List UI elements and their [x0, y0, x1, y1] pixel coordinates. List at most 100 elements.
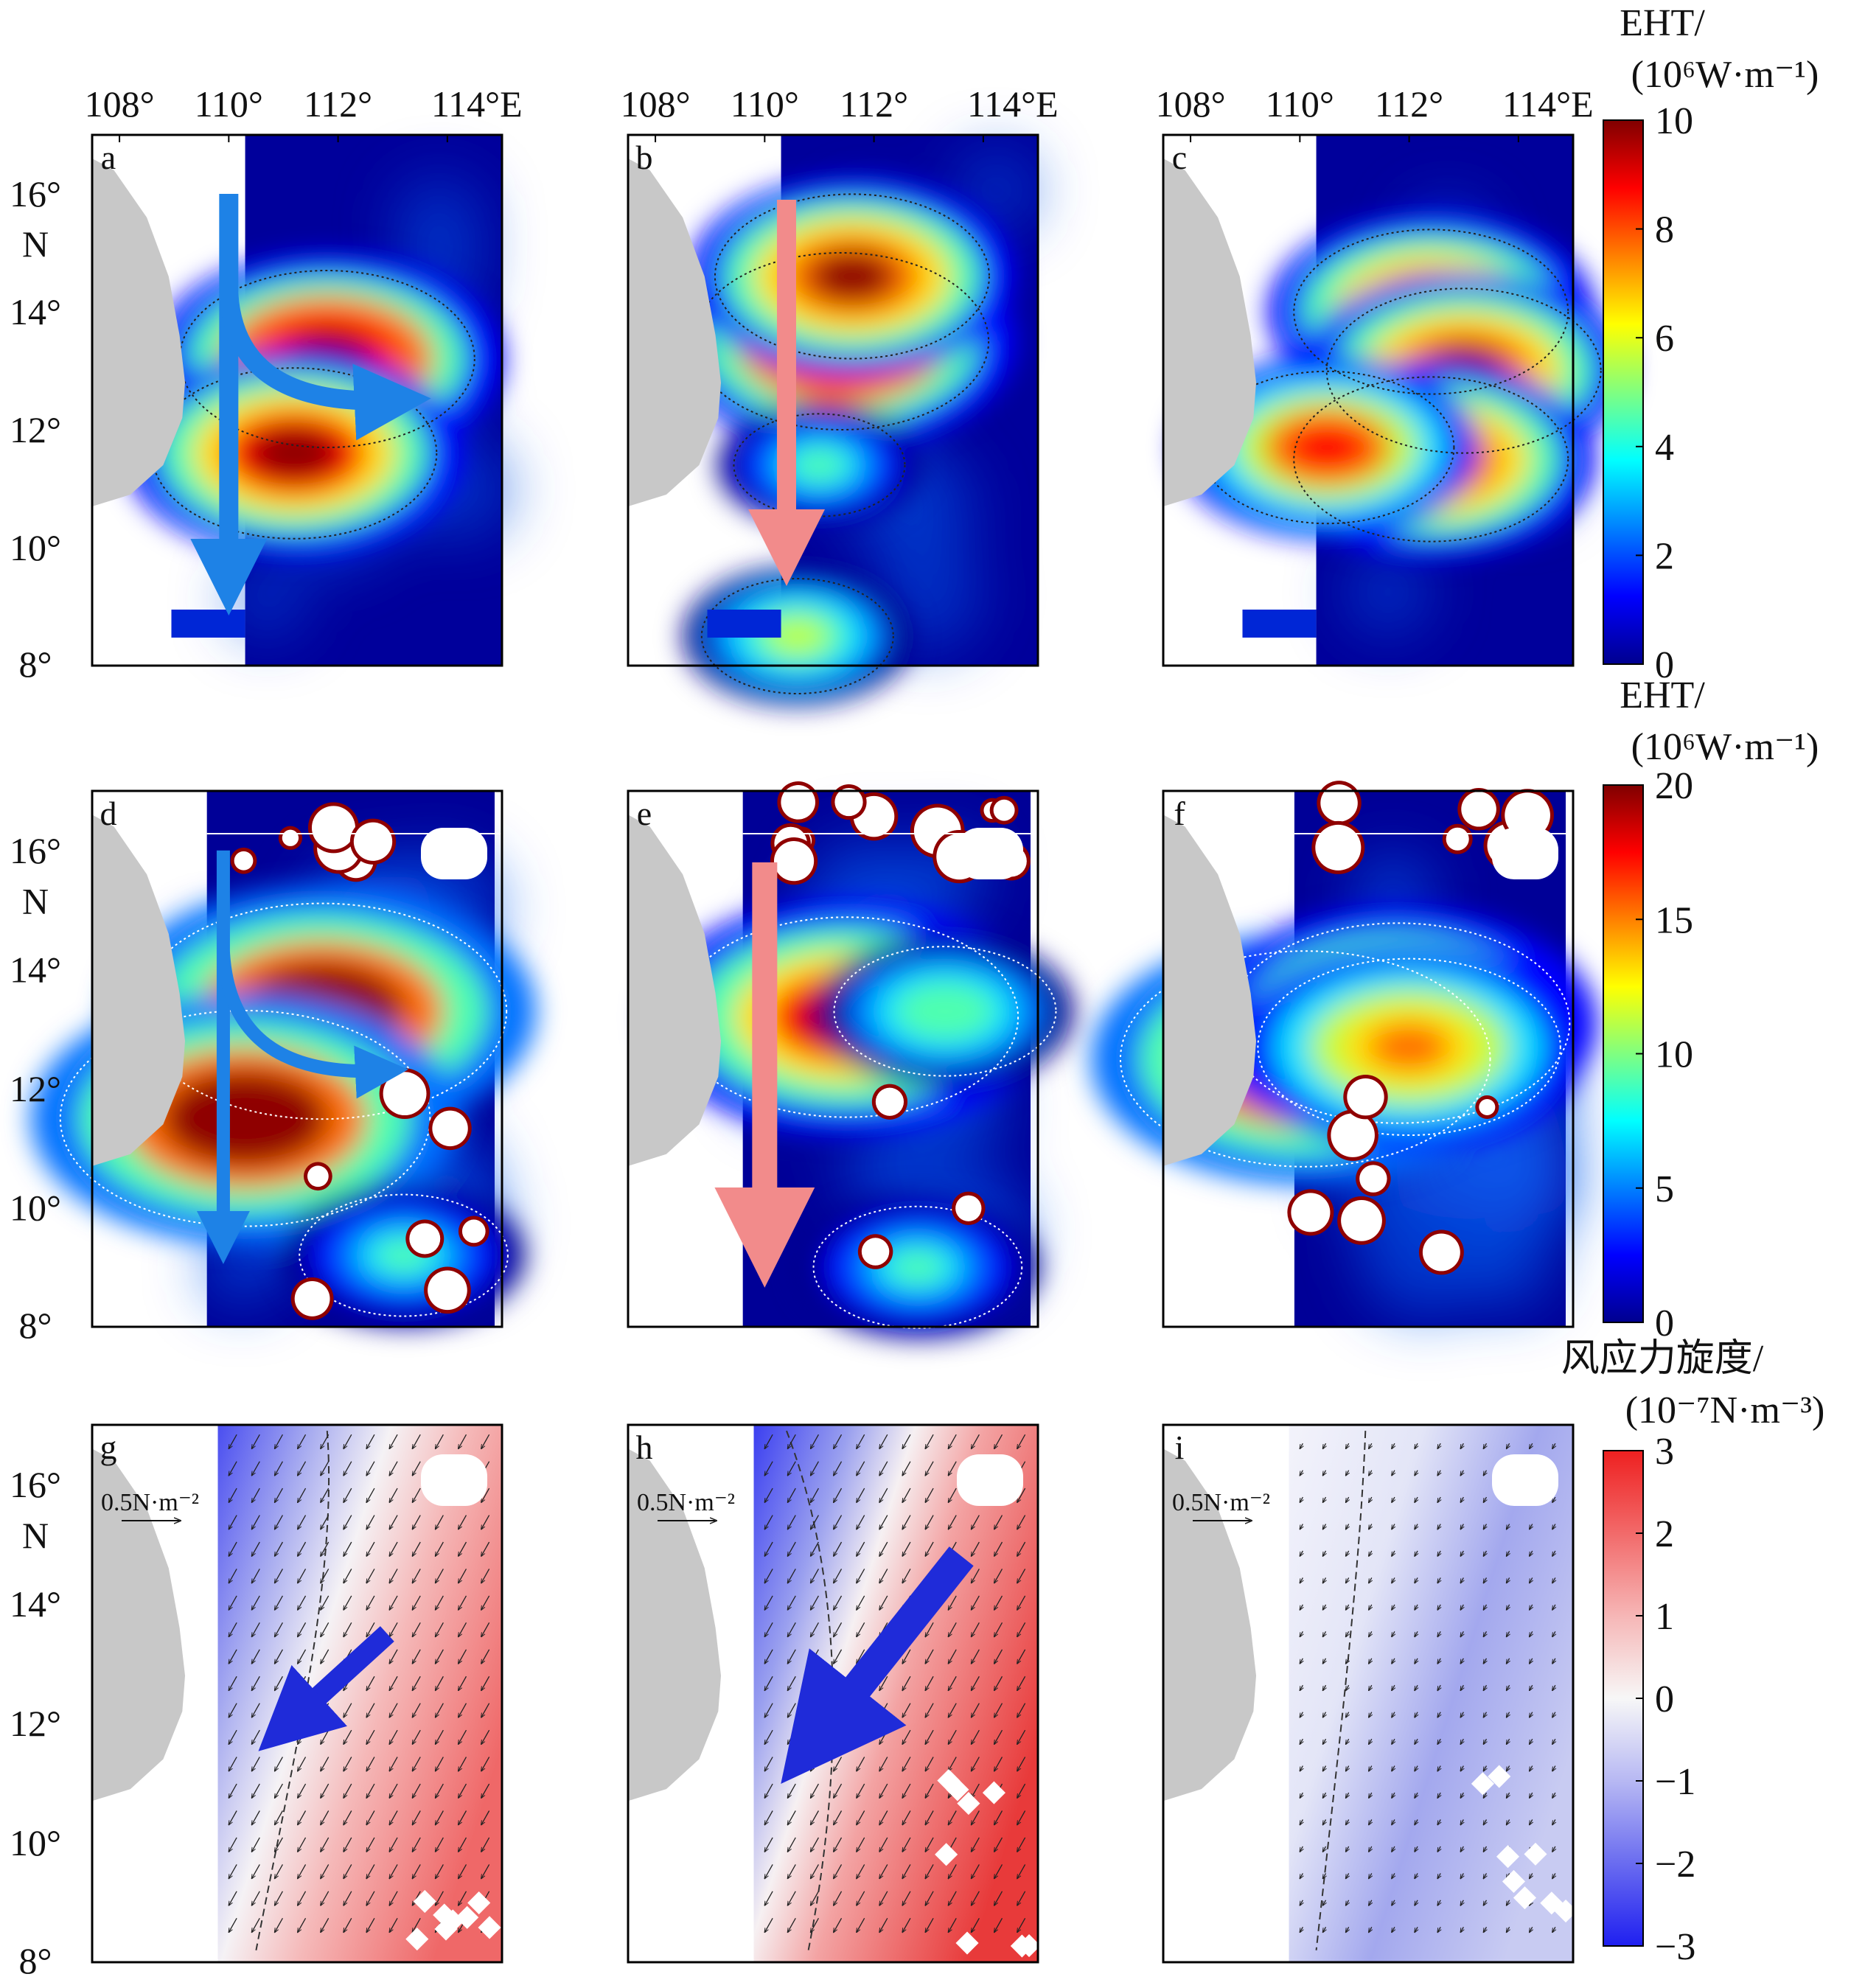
masked-island: [1315, 824, 1362, 871]
wind-vectors: [1300, 1443, 1555, 1932]
panel-c: [1163, 135, 1627, 666]
panel-frame: [1162, 133, 1575, 667]
y-tick-label: 8°: [19, 644, 52, 685]
contour-3: [1293, 376, 1569, 543]
y-tick-label: 14°: [10, 291, 61, 332]
x-tick-label: 112°: [1375, 83, 1443, 125]
panel-label-c: c: [1172, 139, 1187, 176]
panel-frame: [1162, 789, 1575, 1328]
contour-5: [299, 1193, 509, 1317]
vietnam-coastline: [92, 815, 186, 1166]
vietnam-coastline: [92, 1448, 186, 1802]
x-tick-label: 110°: [731, 83, 799, 125]
colorbar-eht2: 20 15 10 5 0 EHT/ (10⁶W·m⁻¹): [1603, 674, 1819, 1344]
colorbar-tick-label: 20: [1655, 765, 1693, 807]
contour-3: [1199, 370, 1455, 525]
curl-field: [1289, 1425, 1573, 1962]
panel-label-f: f: [1174, 795, 1185, 832]
masked-island: [311, 806, 355, 850]
masked-island: [1359, 1165, 1387, 1193]
panel-h: 0.5N·m⁻²: [628, 1425, 1041, 1962]
colorbar-curl: 3 2 1 0 −1 −2 −3 风应力旋度/ (10⁻⁷N·m⁻³): [1561, 1338, 1825, 1968]
panel-label-i: i: [1175, 1429, 1185, 1466]
y-tick-label: 8°: [19, 1305, 52, 1346]
vietnam-coastline: [1163, 815, 1257, 1166]
contour-3: [693, 252, 990, 430]
masked-island: [834, 787, 863, 817]
colorbar-tick-label: −2: [1655, 1844, 1695, 1886]
colorbar-tick-label: −1: [1655, 1761, 1695, 1803]
panel-label-g: g: [100, 1429, 117, 1466]
x-tick-label: 114°E: [1502, 83, 1594, 125]
colorbar-tick-label: 0: [1655, 644, 1674, 686]
panel-d: [31, 791, 536, 1327]
x-tick-label: 112°: [304, 83, 372, 125]
masked-island: [1479, 1099, 1496, 1116]
masked-island: [307, 1165, 329, 1187]
contour-3: [714, 193, 990, 360]
panel-label-h: h: [636, 1429, 653, 1466]
x-tick-label: 114°E: [967, 83, 1059, 125]
masked-island: [773, 841, 815, 882]
y-tick-label: 16°: [10, 1464, 61, 1505]
scale-vector-label: 0.5N·m⁻²: [637, 1489, 735, 1516]
panel-frame: [1162, 1423, 1575, 1964]
masked-island: [1320, 784, 1358, 822]
masked-island: [1341, 1200, 1382, 1241]
colorbar-tick-label: 5: [1655, 1168, 1674, 1210]
x-tick-label: 114°E: [431, 83, 523, 125]
colorbar-tick-label: 3: [1655, 1431, 1674, 1473]
zero-contour: [786, 1430, 834, 1950]
vietnam-coastline: [1163, 158, 1257, 506]
colorbar-units: (10⁶W·m⁻¹): [1631, 54, 1819, 96]
colorbar-layer: 1086420EHT/(10⁶W·m⁻¹)20151050EHT/(10⁶W·m…: [1561, 2, 1825, 1968]
masked-island: [428, 1270, 467, 1311]
panel-a: [92, 135, 512, 666]
masked-island: [1446, 827, 1469, 851]
colorbar-tick-label: 2: [1655, 535, 1674, 577]
masked-island: [421, 828, 487, 879]
masked-island: [781, 785, 816, 820]
colorbar-tick-label: 6: [1655, 318, 1674, 360]
masked-island: [1492, 828, 1558, 879]
masked-island: [955, 1195, 982, 1221]
colorbar-tick-label: 15: [1655, 899, 1693, 941]
panel-label-a: a: [101, 139, 116, 176]
x-tick-label: 110°: [1266, 83, 1334, 125]
panel-f: [1091, 781, 1597, 1327]
contour-5: [136, 902, 508, 1120]
masked-island: [957, 828, 1023, 879]
colorbar-eht1: 10 8 6 4 2 0 EHT/ (10⁶W·m⁻¹): [1603, 2, 1819, 686]
contour-5: [833, 946, 1057, 1077]
colorbar-units: (10⁶W·m⁻¹): [1631, 726, 1819, 768]
colorbar-tick-label: −3: [1655, 1926, 1695, 1968]
masked-island: [294, 1281, 330, 1316]
contour-5: [1119, 950, 1491, 1168]
x-tick-label: 108°: [621, 83, 691, 125]
y-tick-label: 12°: [10, 409, 61, 450]
masked-island: [432, 1110, 468, 1147]
panel-frame: [627, 789, 1039, 1328]
panel-g: 0.5N·m⁻²: [92, 1425, 502, 1962]
panel-label-d: d: [100, 795, 117, 832]
contour-3: [1325, 287, 1602, 454]
masked-island: [1461, 791, 1496, 827]
vietnam-coastline: [1163, 1448, 1257, 1802]
masked-island: [1291, 1193, 1331, 1232]
masked-island: [1422, 1233, 1460, 1272]
contour-3: [178, 270, 475, 448]
panel-frame: [91, 1423, 503, 1964]
masked-island: [409, 1223, 441, 1255]
colorbar-units: (10⁻⁷N·m⁻³): [1625, 1389, 1825, 1431]
panel-label-e: e: [637, 795, 652, 832]
y-tick-label: 10°: [10, 1187, 61, 1228]
colorbar-title: EHT/: [1620, 674, 1705, 716]
colorbar-tick-label: 10: [1655, 1034, 1693, 1076]
masked-island: [875, 1087, 904, 1116]
x-tick-label: 108°: [1156, 83, 1226, 125]
current-arrow-east: [219, 293, 431, 441]
colorbar-tick-label: 0: [1655, 1302, 1674, 1344]
masked-island: [461, 1219, 486, 1244]
panel-frame: [91, 789, 503, 1328]
